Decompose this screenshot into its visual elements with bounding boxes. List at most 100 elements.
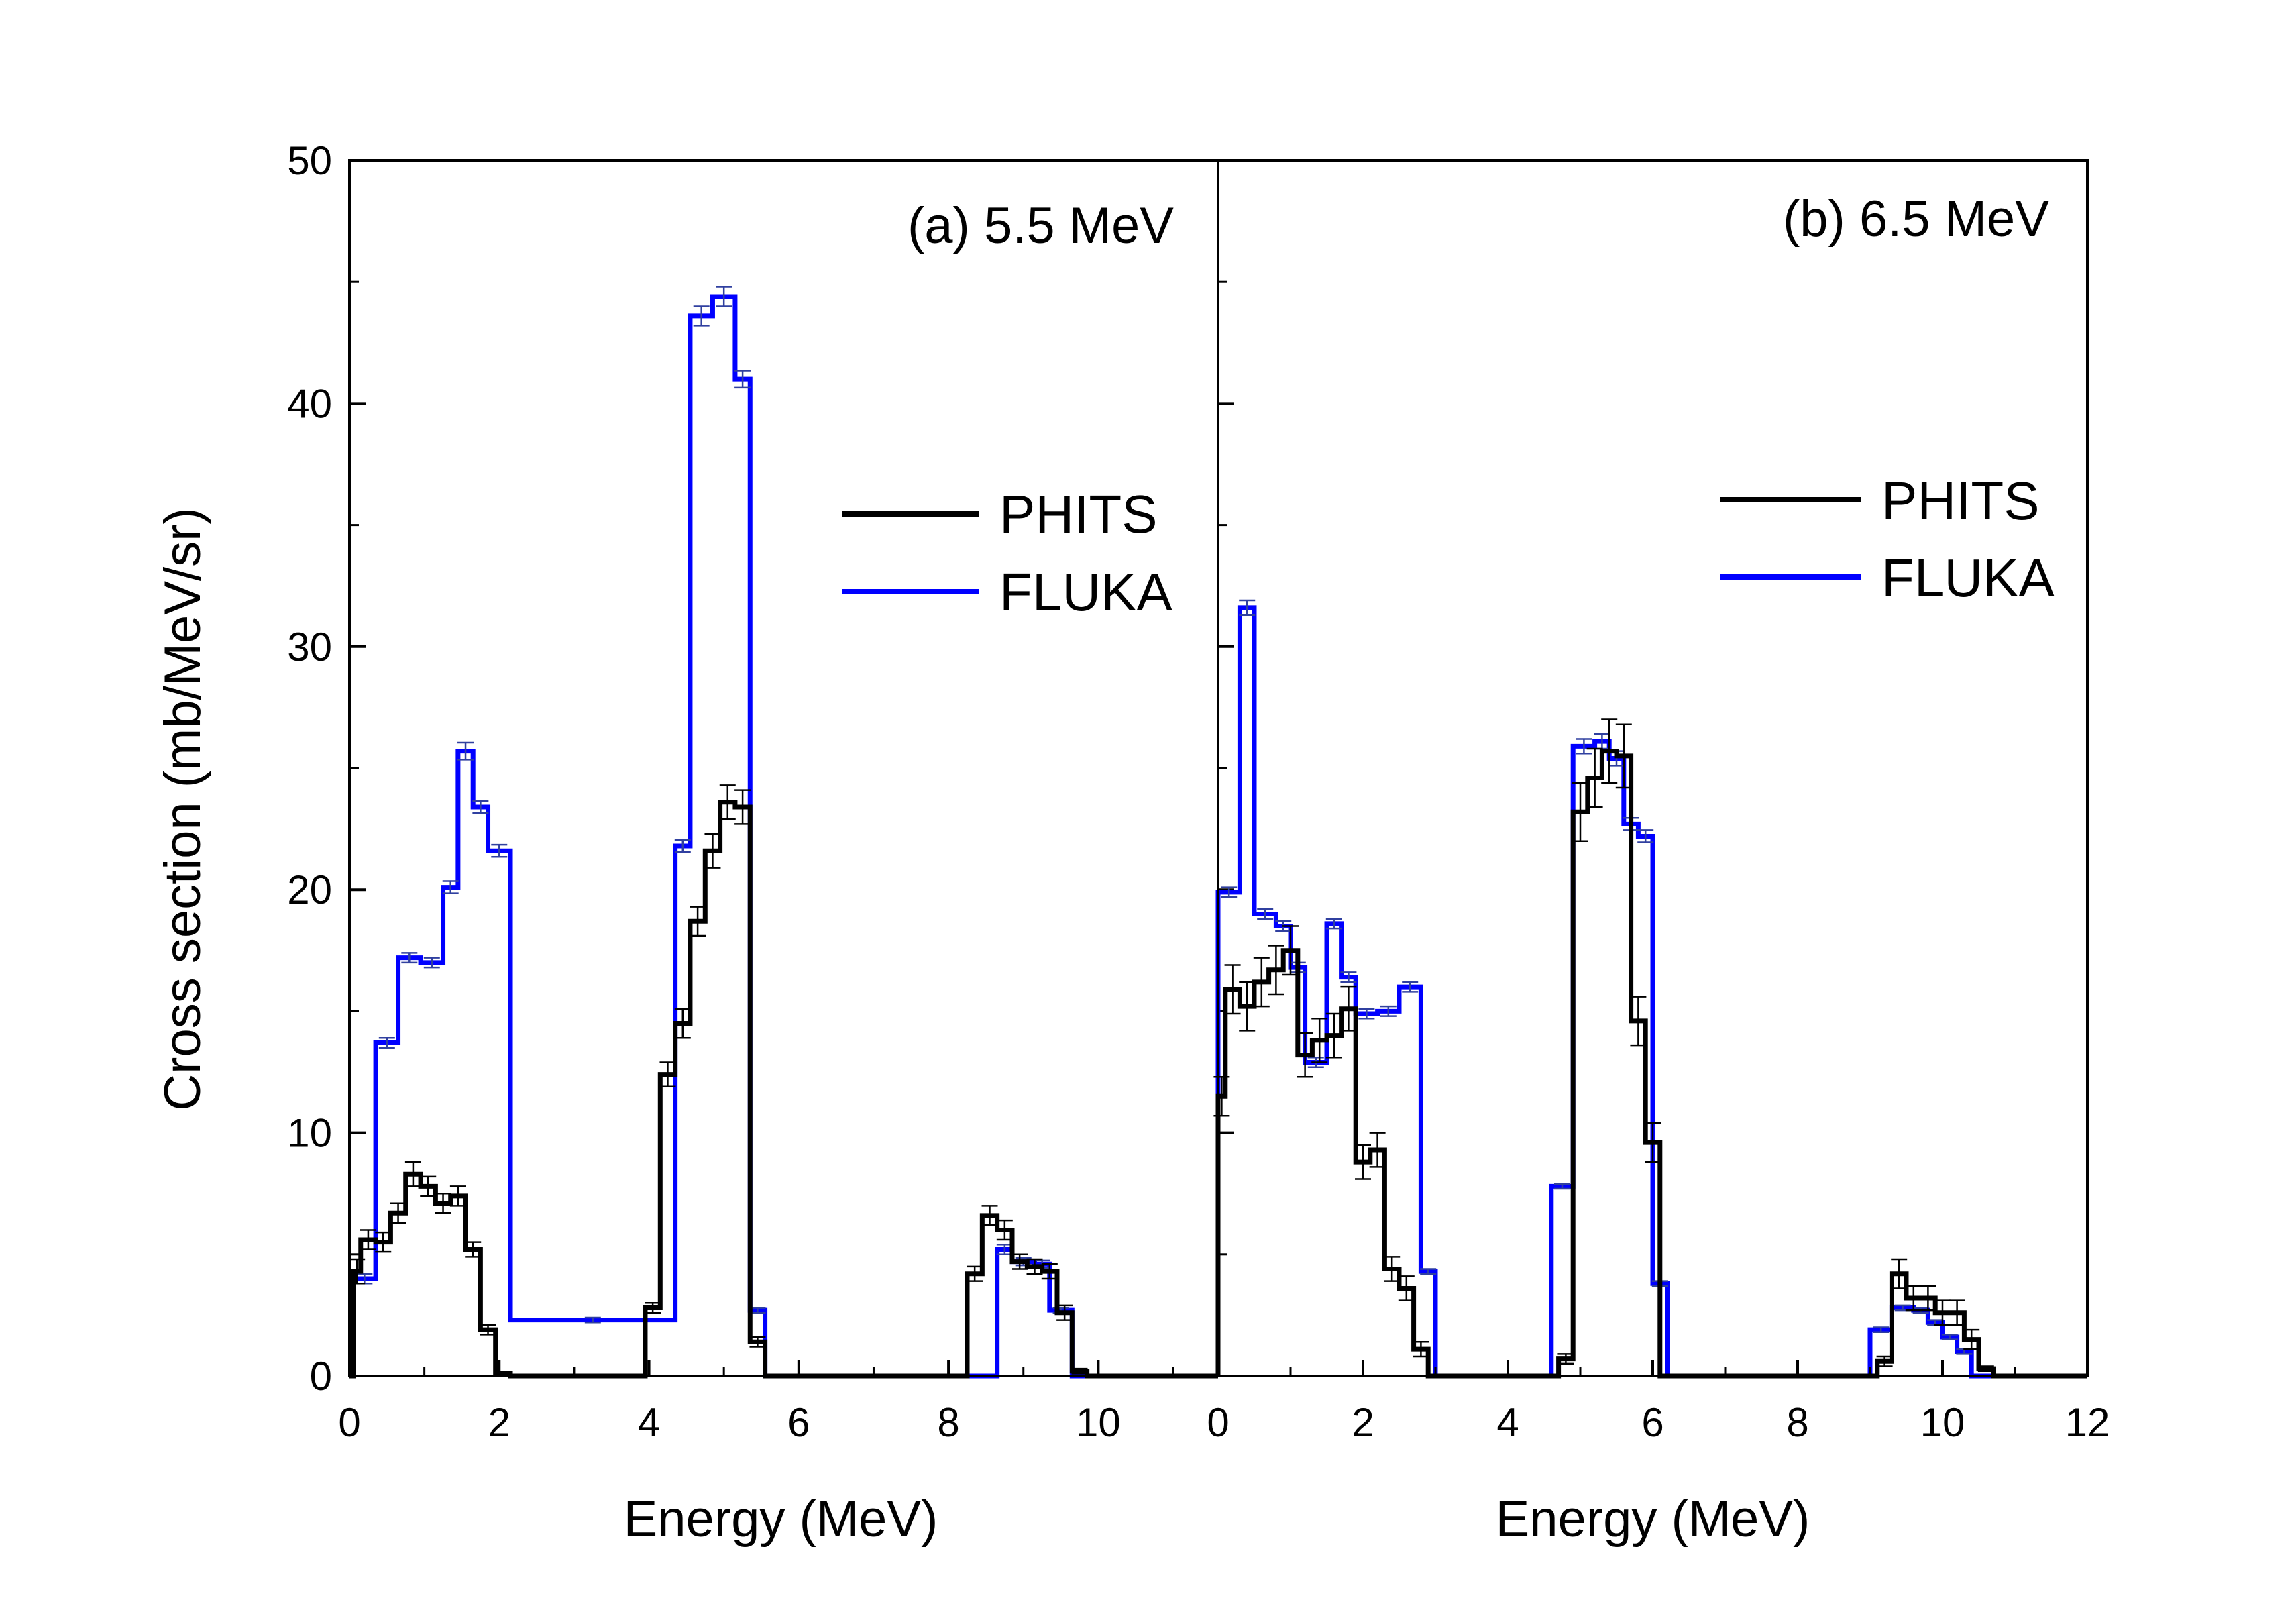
panel-b-phits-error-bar [1413, 1341, 1429, 1358]
panel-b-phits-error-bar [1977, 1365, 1994, 1373]
panel-b-phits-error-bar [1297, 1032, 1313, 1078]
panel-b-phits-error-bar [1601, 718, 1618, 784]
panel-b-fluka-error-bar [1420, 1268, 1437, 1275]
panel-a-phits-error-bar [1026, 1258, 1043, 1275]
panel-b-phits-error-bar [1311, 1018, 1328, 1063]
panel-a-title: (a) 5.5 MeV [908, 197, 1174, 254]
panel-a-phits-error-bar [435, 1192, 451, 1214]
panel-a-phits-error-bar [659, 1061, 676, 1087]
panel-b-phits-error-bar [1268, 945, 1284, 996]
panel-a-legend-phits-label: PHITS [999, 484, 1158, 544]
panel-b-phits-error-bar [1557, 1353, 1574, 1365]
y-tick-label: 30 [287, 625, 332, 670]
panel-b-phits-error-bar [1282, 925, 1299, 976]
y-tick-label: 50 [287, 138, 332, 183]
panel-b-x-ticks: 0 2 4 6 8 10 12 [1207, 1360, 2110, 1445]
panel-b-x-tick-label: 6 [1641, 1400, 1663, 1445]
panel-a-phits-error-bar [1071, 1367, 1088, 1375]
panel-b-phits-error-bar [1572, 782, 1588, 842]
y-tick-label: 0 [310, 1354, 332, 1399]
panel-a-x-tick-label: 4 [638, 1400, 660, 1445]
panel-a-phits-error-bar [1041, 1263, 1058, 1280]
panel-a-phits-error-bar [360, 1229, 376, 1250]
panel-b-series [1213, 599, 2087, 1379]
panel-a-x-tick-label: 6 [787, 1400, 810, 1445]
panel-a-x-tick-label: 8 [937, 1400, 959, 1445]
panel-b-phits-error-bar [1963, 1328, 1980, 1350]
panel-b-fluka-error-bar [1941, 1334, 1958, 1340]
panel-b-phits-error-bar [1645, 1122, 1661, 1163]
panel-a-series [349, 286, 1218, 1379]
panel-b-x-axis-title: Energy (MeV) [1496, 1491, 1810, 1548]
panel-a-phits-error-bar [749, 1336, 766, 1348]
panel-a-phits-error-bar [1056, 1304, 1073, 1321]
panel-b-phits-error-bar [1253, 957, 1270, 1008]
panel-a-fluka-error-bar [423, 957, 440, 969]
panel-b-phits-error-bar [1398, 1275, 1415, 1301]
panel-a-fluka-error-bar [584, 1316, 601, 1324]
panel-a: 0 2 4 6 8 10 (a) 5.5 MeV Energy (MeV) PHITS F… [338, 197, 1218, 1548]
panel-b-fluka-error-bar [1358, 1008, 1375, 1020]
panel-b-fluka-error-bar [1873, 1326, 1890, 1334]
panel-a-phits-error-bar [734, 789, 751, 825]
panel-a-fluka-error-bar [734, 370, 751, 389]
panel-a-fluka-error-bar [674, 839, 691, 853]
panel-a-phits-error-bar [404, 1161, 421, 1187]
panel-a-phits-error-bar [704, 833, 721, 869]
panel-a-phits-error-bar [674, 1008, 691, 1039]
panel-b-phits-error-bar [1224, 964, 1241, 1015]
panel-b-fluka-error-bar [1554, 1183, 1570, 1190]
panel-a-phits-error-bar [981, 1205, 998, 1226]
panel-a-fluka-error-bar [693, 305, 710, 327]
panel-b-fluka-error-bar [1325, 918, 1342, 930]
panel-a-phits-error-bar [1012, 1253, 1028, 1270]
panel-b-legend-fluka-label: FLUKA [1881, 548, 2055, 608]
panel-a-x-ticks: 0 2 4 6 8 10 [338, 1360, 1174, 1445]
panel-b-x-tick-label: 4 [1496, 1400, 1519, 1445]
panel-b-phits-error-bar [1355, 1144, 1371, 1180]
panel-a-fluka-error-bar [472, 800, 489, 814]
panel-a-phits-error-bar [420, 1175, 437, 1197]
panel-a-fluka-error-bar [457, 741, 474, 761]
panel-a-x-tick-label: 10 [1076, 1400, 1121, 1445]
panel-b-x-tick-label: 12 [2065, 1400, 2110, 1445]
panel-a-phits-error-bar [480, 1324, 496, 1336]
panel-a-phits-series [349, 800, 1218, 1379]
panel-b-x-tick-label: 8 [1786, 1400, 1808, 1445]
panel-a-phits-error-bar [690, 906, 706, 937]
panel-b-fluka-error-bar [1239, 599, 1256, 616]
panel-b-fluka-error-bar [1257, 908, 1274, 920]
panel-b-phits-error-bar [1920, 1285, 1936, 1312]
panel-b-x-tick-label: 2 [1352, 1400, 1374, 1445]
panel-b-phits-error-bar [1239, 981, 1256, 1032]
panel-b-legend-phits-label: PHITS [1881, 471, 2040, 531]
panel-b-phits-error-bar [1615, 723, 1632, 789]
panel-b-phits-error-bar [1384, 1256, 1401, 1282]
panel-b-phits-error-bar [1325, 1012, 1342, 1059]
panel-b-x-tick-label: 10 [1920, 1400, 1965, 1445]
panel-b-phits-error-bar [1369, 1132, 1386, 1168]
panel-b-x-tick-label: 0 [1207, 1400, 1229, 1445]
panel-a-fluka-error-bar [716, 286, 732, 307]
y-tick-label: 40 [287, 381, 332, 426]
panel-b-title: (b) 6.5 MeV [1783, 191, 2049, 248]
panel-a-fluka-error-bar [491, 843, 508, 858]
y-axis-title: Cross section (mb/MeV/sr) [154, 507, 211, 1111]
panel-a-phits-error-bar [465, 1241, 482, 1258]
panel-b-fluka-error-bar [1340, 971, 1357, 983]
panel-b-fluka-error-bar [1221, 886, 1238, 898]
panel-a-legend: PHITS FLUKA [842, 484, 1172, 622]
panel-a-phits-error-bar [645, 1302, 661, 1314]
panel-a-fluka-series [349, 294, 1218, 1379]
panel-a-x-tick-label: 0 [338, 1400, 360, 1445]
panel-b-phits-error-bar [1905, 1285, 1922, 1312]
panel-b-fluka-error-bar [1402, 981, 1419, 993]
panel-a-phits-error-bar [449, 1185, 466, 1207]
y-axis: 0 10 20 30 40 50 Cross section (mb/MeV/sr) [154, 138, 1234, 1399]
panel-a-phits-error-bar [996, 1219, 1013, 1241]
panel-b-phits-series [1215, 749, 2087, 1379]
panel-b: 0 2 4 6 8 10 12 (b) 6.5 MeV Energy (MeV) PHITS… [1207, 191, 2110, 1548]
panel-a-phits-error-bar [375, 1231, 392, 1253]
panel-a-x-axis-title: Energy (MeV) [624, 1491, 938, 1548]
